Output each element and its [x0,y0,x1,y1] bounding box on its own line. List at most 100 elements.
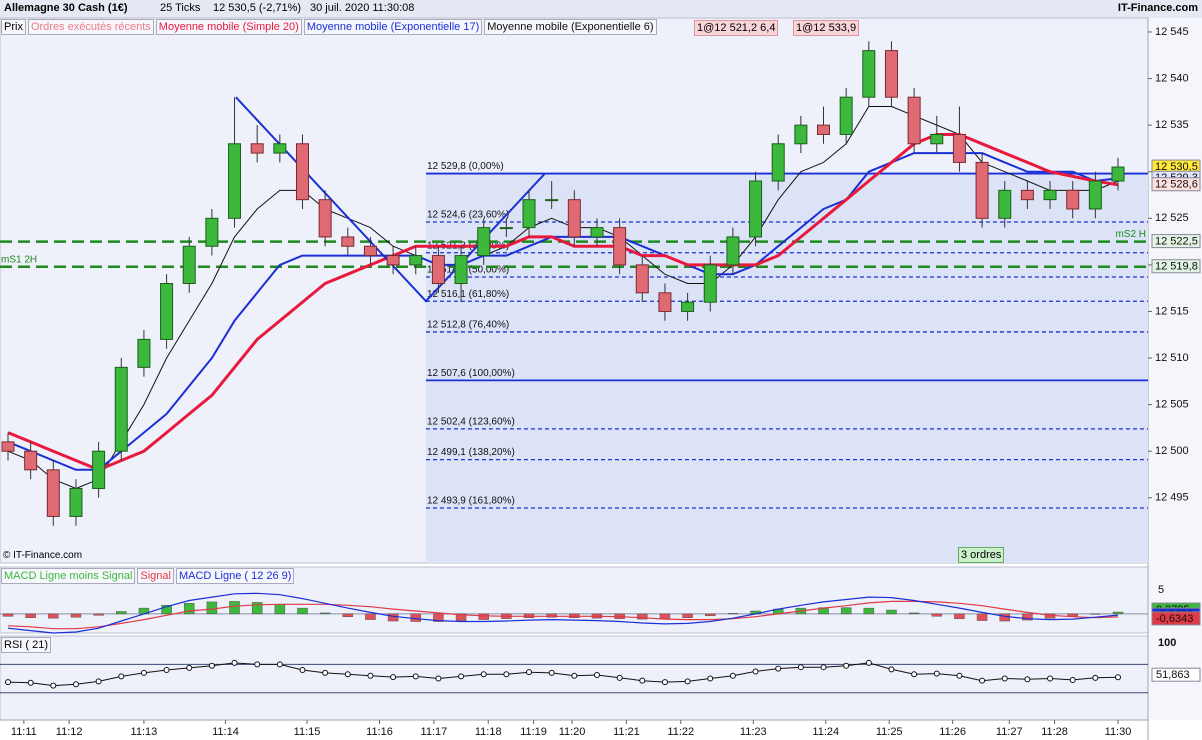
candle-body [1043,189,1057,201]
candle-body [477,227,491,257]
macd-bar [274,604,286,615]
period: 25 Ticks [160,2,201,14]
candle-body [205,217,219,247]
legend-item[interactable]: Moyenne mobile (Exponentielle 6) [484,19,657,35]
rsi-dot [571,672,578,679]
price-label: 12 530,5 [1155,161,1198,173]
macd-bar [25,613,36,618]
candle-body [363,245,377,257]
rsi-dot [956,672,963,679]
x-tick-label: 11:17 [421,726,448,738]
macd-bar [1112,611,1124,615]
rsi-dot [548,669,555,676]
macd-bar [659,613,671,619]
series-line [7,106,1119,489]
series-line [7,662,1119,687]
candle-body [92,450,106,489]
rsi-dot [367,672,374,679]
candle-body [1,441,15,452]
macd-legend: MACD Ligne moins Signal Signal MACD Lign… [1,568,295,584]
candle-body [703,264,717,303]
macd-bar [183,603,195,615]
macd-bar [863,607,875,615]
price-box [1151,234,1201,249]
y-tick-label: 5 [1158,584,1164,596]
rsi-dot [1047,675,1054,682]
rsi-dot [593,671,600,678]
candle-body [522,199,536,229]
site: IT-Finance.com [1117,2,1198,14]
rsi-dot [503,671,510,678]
rsi-dot [707,675,714,682]
macd-bar [478,613,489,620]
legend-item[interactable]: Signal [137,568,174,584]
macd-bar [931,613,943,617]
pivot-label: mS2 H [1115,229,1146,240]
y-tick-label: 12 540 [1155,72,1189,84]
x-tick-label: 11:12 [56,726,83,738]
value-label: 51,863 [1156,669,1190,681]
rsi-dot [729,672,736,679]
macd-bar [342,613,354,617]
rsi-dot [1115,674,1121,681]
legend-item[interactable]: Ordres exécutés récents [27,19,154,35]
candle-body [295,143,309,201]
candle-body [998,189,1012,219]
instrument: Allemagne 30 Cash (1€) [4,2,128,14]
y-tick-label: 100 [1158,637,1176,649]
y-tick-label: 12 545 [1155,26,1189,38]
y-tick-label: 12 510 [1155,352,1189,364]
rsi-dot [231,659,238,666]
legend-item[interactable]: Prix [1,19,26,35]
macd-bar [161,605,172,615]
order-tag[interactable]: 1@12 533,9 [793,20,860,36]
candle-body [46,469,60,517]
macd-bar [637,613,648,620]
legend-item[interactable]: Moyenne mobile (Simple 20) [155,19,302,35]
rsi-dot [163,667,170,674]
candle-body [499,227,513,230]
rsi-dot [254,661,261,668]
candle-body [817,124,831,135]
macd-bar [387,613,399,622]
legend-item[interactable]: MACD Ligne moins Signal [1,568,136,584]
macd-bar [455,613,467,621]
legend-item[interactable]: Moyenne mobile (Exponentielle 17) [303,19,483,35]
x-tick-label: 11:13 [131,726,158,738]
order-tag[interactable]: 1@12 521,2 6,4 [694,20,779,36]
legend-item[interactable]: MACD Ligne ( 12 26 9) [175,568,295,584]
rsi-dot [322,669,329,676]
candle-body [545,199,559,202]
x-tick-label: 11:28 [1041,726,1068,738]
macd-bar [229,601,240,615]
y-tick-label: 12 495 [1155,492,1189,504]
rsi-dot [412,673,419,680]
price-label: 12 519,8 [1155,261,1198,273]
orders-badge[interactable]: 3 ordres [958,547,1005,563]
rsi-dot [140,669,147,676]
candle-body [114,366,128,452]
rsi-dot [1024,676,1031,683]
candle-body [454,255,468,285]
macd-bar [2,613,14,617]
price-box [1151,259,1201,274]
candle-body [386,255,400,266]
candle-body [182,245,196,285]
candle-body [431,255,445,285]
fib-label: 12 499,1 (138,20%) [427,447,515,458]
rsi-dot [865,659,872,666]
rsi-legend[interactable]: RSI ( 21) [1,637,52,653]
macd-bar [954,613,965,619]
rsi-dot [299,667,306,674]
fib-label: 12 524,6 (23,60%) [427,210,509,221]
rsi-dot [27,679,34,686]
macd-bar [410,613,422,622]
candle-body [635,264,649,294]
candle-body [1111,166,1125,182]
candle-body [250,143,264,154]
rsi-dot [752,668,759,675]
x-tick-label: 11:22 [667,726,694,738]
fib-label: 12 518,7 (50,00%) [427,265,509,276]
x-tick-label: 11:20 [559,726,586,738]
